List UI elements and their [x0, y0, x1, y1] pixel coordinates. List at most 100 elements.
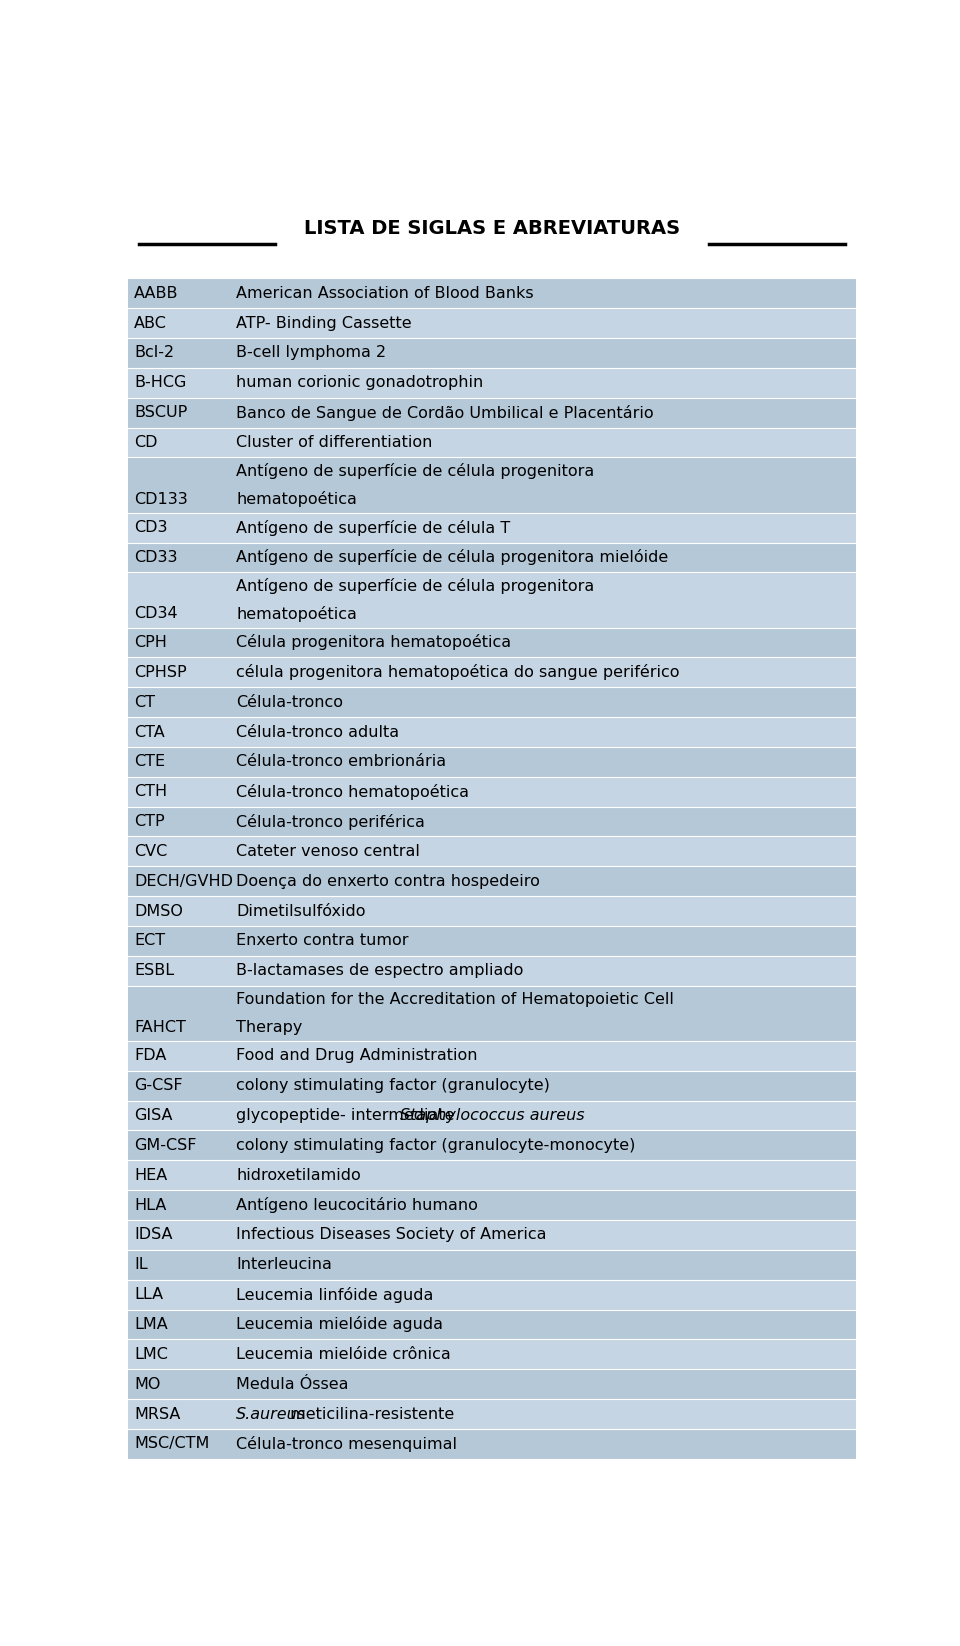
Bar	[128, 1369, 856, 1399]
Text: LLA: LLA	[134, 1287, 163, 1302]
Text: colony stimulating factor (granulocyte-monocyte): colony stimulating factor (granulocyte-m…	[236, 1137, 636, 1152]
Text: Bcl-2: Bcl-2	[134, 346, 174, 360]
Text: Célula-tronco periférica: Célula-tronco periférica	[236, 813, 425, 830]
Text: LISTA DE SIGLAS E ABREVIATURAS: LISTA DE SIGLAS E ABREVIATURAS	[304, 219, 680, 239]
Text: CPHSP: CPHSP	[134, 665, 186, 680]
Bar	[128, 1249, 856, 1279]
Text: B-HCG: B-HCG	[134, 375, 186, 390]
Bar	[128, 956, 856, 986]
Text: LMA: LMA	[134, 1317, 168, 1332]
Bar	[128, 369, 856, 398]
Bar	[128, 895, 856, 927]
Bar	[128, 1279, 856, 1310]
Text: Medula Óssea: Medula Óssea	[236, 1376, 348, 1391]
Text: B-lactamases de espectro ampliado: B-lactamases de espectro ampliado	[236, 963, 523, 978]
Text: CD133: CD133	[134, 492, 188, 507]
Text: GISA: GISA	[134, 1108, 173, 1123]
Text: CD3: CD3	[134, 520, 167, 535]
Text: Antígeno de superfície de célula T: Antígeno de superfície de célula T	[236, 520, 511, 535]
Text: CTA: CTA	[134, 724, 165, 739]
Bar	[128, 1220, 856, 1249]
Text: Infectious Diseases Society of America: Infectious Diseases Society of America	[236, 1228, 547, 1243]
Text: Antígeno de superfície de célula progenitora: Antígeno de superfície de célula progeni…	[236, 463, 594, 479]
Text: B-cell lymphoma 2: B-cell lymphoma 2	[236, 346, 386, 360]
Bar	[128, 1040, 856, 1072]
Text: hematopoética: hematopoética	[236, 606, 357, 622]
Text: MRSA: MRSA	[134, 1407, 180, 1422]
Bar	[128, 398, 856, 428]
Text: G-CSF: G-CSF	[134, 1078, 182, 1093]
Text: HLA: HLA	[134, 1198, 166, 1213]
Bar	[128, 807, 856, 836]
Bar	[128, 458, 856, 512]
Bar	[128, 1190, 856, 1220]
Text: ATP- Binding Cassette: ATP- Binding Cassette	[236, 316, 412, 331]
Text: HEA: HEA	[134, 1167, 167, 1183]
Bar	[128, 337, 856, 369]
Text: FDA: FDA	[134, 1049, 166, 1063]
Text: Célula-tronco: Célula-tronco	[236, 695, 344, 709]
Bar	[128, 747, 856, 777]
Text: human corionic gonadotrophin: human corionic gonadotrophin	[236, 375, 484, 390]
Text: Food and Drug Administration: Food and Drug Administration	[236, 1049, 478, 1063]
Text: Banco de Sangue de Cordão Umbilical e Placentário: Banco de Sangue de Cordão Umbilical e Pl…	[236, 405, 654, 421]
Text: BSCUP: BSCUP	[134, 405, 187, 420]
Text: LMC: LMC	[134, 1346, 168, 1361]
Text: Cateter venoso central: Cateter venoso central	[236, 844, 420, 859]
Text: Célula-tronco adulta: Célula-tronco adulta	[236, 724, 399, 739]
Text: S.aureus: S.aureus	[236, 1407, 306, 1422]
Text: Leucemia mielóide aguda: Leucemia mielóide aguda	[236, 1317, 444, 1333]
Text: Antígeno de superfície de célula progenitora mielóide: Antígeno de superfície de célula progeni…	[236, 550, 668, 566]
Text: MO: MO	[134, 1376, 160, 1391]
Text: CPH: CPH	[134, 635, 167, 650]
Text: Célula progenitora hematopoética: Célula progenitora hematopoética	[236, 634, 512, 650]
Text: Doença do enxerto contra hospedeiro: Doença do enxerto contra hospedeiro	[236, 874, 540, 889]
Text: Célula-tronco hematopoética: Célula-tronco hematopoética	[236, 783, 469, 800]
Text: GM-CSF: GM-CSF	[134, 1137, 197, 1152]
Bar	[128, 308, 856, 337]
Bar	[128, 1340, 856, 1369]
Bar	[128, 657, 856, 688]
Text: célula progenitora hematopoética do sangue periférico: célula progenitora hematopoética do sang…	[236, 665, 680, 680]
Bar	[128, 278, 856, 308]
Bar	[128, 512, 856, 543]
Text: American Association of Blood Banks: American Association of Blood Banks	[236, 286, 534, 301]
Text: CD34: CD34	[134, 606, 178, 622]
Text: Enxerto contra tumor: Enxerto contra tumor	[236, 933, 409, 948]
Text: Therapy: Therapy	[236, 1019, 302, 1035]
Bar	[128, 1399, 856, 1429]
Bar	[128, 627, 856, 657]
Text: Dimetilsulfóxido: Dimetilsulfóxido	[236, 904, 366, 918]
Text: CTH: CTH	[134, 783, 167, 800]
Text: CTP: CTP	[134, 815, 164, 830]
Bar	[128, 836, 856, 866]
Text: Foundation for the Accreditation of Hematopoietic Cell: Foundation for the Accreditation of Hema…	[236, 993, 674, 1007]
Text: DMSO: DMSO	[134, 904, 182, 918]
Text: Staphylococcus aureus: Staphylococcus aureus	[400, 1108, 585, 1123]
Bar	[128, 1072, 856, 1101]
Text: CD: CD	[134, 435, 157, 449]
Bar	[128, 777, 856, 807]
Text: ABC: ABC	[134, 316, 167, 331]
Bar	[128, 866, 856, 895]
Bar	[128, 1131, 856, 1160]
Text: ECT: ECT	[134, 933, 165, 948]
Text: CD33: CD33	[134, 550, 178, 565]
Text: hematopoética: hematopoética	[236, 491, 357, 507]
Bar	[128, 428, 856, 458]
Bar	[128, 1429, 856, 1458]
Text: AABB: AABB	[134, 286, 179, 301]
Text: CT: CT	[134, 695, 155, 709]
Text: glycopeptide- intermediate: glycopeptide- intermediate	[236, 1108, 460, 1123]
Text: Interleucina: Interleucina	[236, 1258, 332, 1272]
Text: hidroxetilamido: hidroxetilamido	[236, 1167, 361, 1183]
Text: colony stimulating factor (granulocyte): colony stimulating factor (granulocyte)	[236, 1078, 550, 1093]
Text: ESBL: ESBL	[134, 963, 174, 978]
Bar	[128, 986, 856, 1040]
Text: FAHCT: FAHCT	[134, 1021, 186, 1035]
Bar	[128, 718, 856, 747]
Text: CVC: CVC	[134, 844, 167, 859]
Bar	[128, 543, 856, 573]
Text: Cluster of differentiation: Cluster of differentiation	[236, 435, 433, 449]
Bar	[128, 1160, 856, 1190]
